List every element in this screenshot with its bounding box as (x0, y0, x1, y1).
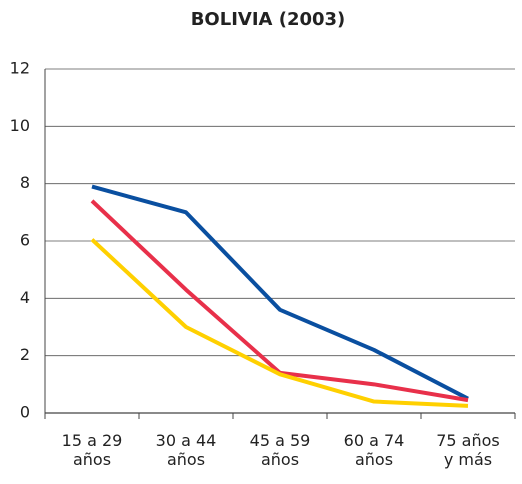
chart-title: BOLIVIA (2003) (191, 9, 346, 30)
y-tick-label: 6 (20, 231, 30, 250)
x-tick-label: 60 a 74 años (343, 431, 405, 469)
x-tick-label: 30 a 44 años (155, 431, 217, 469)
y-tick-label: 8 (20, 173, 30, 192)
x-tick-label: 75 años y más (436, 431, 500, 469)
series-line (91, 184, 469, 401)
series-line (90, 238, 469, 408)
y-tick-label: 12 (10, 59, 30, 78)
x-tick-label: 45 a 59 años (249, 431, 311, 469)
y-tick-label: 2 (20, 345, 30, 364)
y-tick-label: 4 (20, 288, 30, 307)
x-tick-label: 15 a 29 años (61, 431, 123, 469)
y-tick-label: 0 (20, 403, 30, 422)
y-tick-label: 10 (10, 116, 30, 135)
